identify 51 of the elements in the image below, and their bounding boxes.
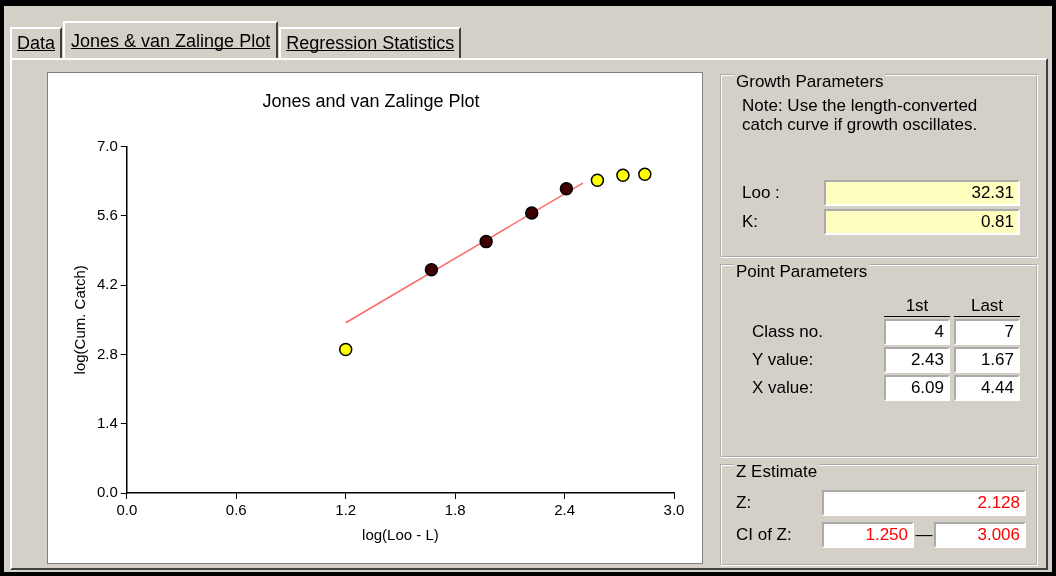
text: Regression Statistics: [286, 33, 455, 53]
point: [338, 342, 353, 357]
text: Y value:: [752, 350, 815, 370]
text: Point Parameters: [734, 262, 870, 282]
text: X value:: [752, 378, 815, 398]
x-axis-title: log(Loo - L): [362, 526, 439, 544]
text: 4.44: [954, 375, 1020, 401]
text: 1.67: [954, 347, 1020, 373]
x-tick-label: 1.8: [444, 501, 466, 519]
x-tick-label: 0.6: [225, 501, 247, 519]
text: 7: [954, 319, 1020, 345]
y-tick-label: 1.4: [96, 413, 118, 431]
point: [638, 167, 652, 182]
x-tick-label: 0.0: [116, 501, 138, 519]
y-tick-label: 5.6: [96, 206, 118, 224]
point: [424, 263, 439, 277]
text: —: [914, 525, 934, 545]
chart-title: Jones and van Zalinge Plot: [262, 90, 480, 111]
text: Jones & van Zalinge Plot: [71, 31, 271, 51]
text: 1st: [884, 296, 950, 317]
text: Growth Parameters: [734, 72, 886, 92]
text: 1.250: [822, 522, 914, 548]
text: 3.006: [934, 522, 1026, 548]
y-axis-title: log(Cum. Catch): [71, 265, 89, 375]
text: Loo :: [742, 183, 781, 203]
text: Z:: [736, 493, 753, 513]
text: K:: [742, 212, 760, 232]
point: [524, 206, 539, 220]
x-tick-label: 3.0: [663, 501, 685, 519]
y-tick-label: 7.0: [96, 136, 118, 154]
point: [479, 234, 493, 249]
text: 32.31: [824, 180, 1020, 206]
text: 6.09: [884, 375, 950, 401]
y-tick-label: 2.8: [96, 344, 118, 362]
text: Note: Use the length-converted catch curve if growth oscillates.: [742, 96, 979, 134]
x-tick-label: 2.4: [554, 501, 575, 519]
text: 4: [884, 319, 950, 345]
text: Class no.: [752, 322, 824, 342]
text: Data: [17, 33, 56, 53]
text: Z Estimate: [734, 462, 820, 482]
text: 2.43: [884, 347, 950, 373]
y-tick-label: 0.0: [96, 483, 118, 501]
text: 0.81: [824, 209, 1020, 235]
point: [616, 168, 630, 183]
text: Last: [954, 296, 1020, 317]
y-tick-label: 4.2: [96, 275, 118, 293]
text: 2.128: [822, 490, 1026, 516]
point: [590, 173, 605, 187]
text: CI of Z:: [736, 525, 793, 545]
point: [559, 181, 574, 196]
x-tick-label: 1.2: [335, 501, 357, 519]
